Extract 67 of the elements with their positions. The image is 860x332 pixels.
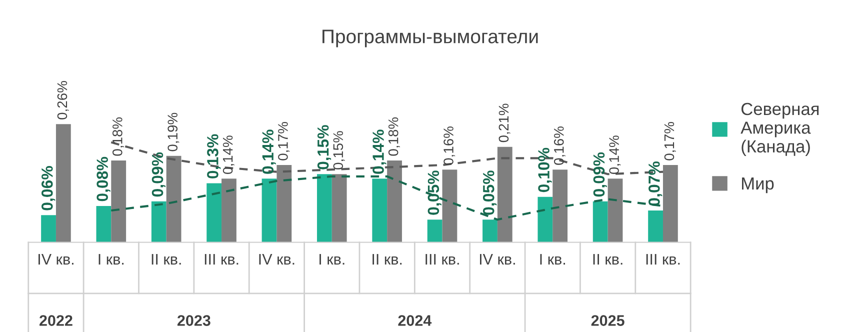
x-tick-label: IV кв. <box>259 254 294 265</box>
chart-title: Программы-вымогатели <box>322 30 538 48</box>
x-tick-label: IV кв. <box>38 254 74 265</box>
bar <box>372 178 388 242</box>
bar <box>316 174 332 242</box>
data-label: 0,14% <box>609 136 621 174</box>
data-label: 0,05% <box>482 170 497 215</box>
data-label: 0,14% <box>262 130 276 174</box>
data-label: 0,07% <box>648 161 662 206</box>
data-label: 0,16% <box>444 126 456 165</box>
data-label: 0,14% <box>372 130 386 174</box>
x-tick-label: II кв. <box>152 254 181 265</box>
bar <box>482 220 498 242</box>
bar <box>538 196 553 242</box>
data-label: 0,17% <box>278 122 290 160</box>
x-tick-label: III кв. <box>204 254 238 265</box>
data-label: 0,16% <box>554 126 566 165</box>
bar <box>648 210 663 242</box>
x-tick-label: III кв. <box>426 254 459 265</box>
data-label: 0,09% <box>593 152 607 197</box>
bar <box>56 124 71 242</box>
data-label: 0,18% <box>388 117 400 156</box>
data-label: 0,18% <box>112 117 124 156</box>
bar <box>222 178 236 242</box>
bar <box>387 160 402 242</box>
bar <box>332 174 347 242</box>
x-tick-label: II кв. <box>593 254 622 265</box>
data-label: 0,15% <box>317 125 332 170</box>
data-label: 0,08% <box>96 156 110 202</box>
bar <box>41 215 56 242</box>
x-tick-label: III кв. <box>646 254 680 265</box>
x-tick-label: II кв. <box>372 254 402 265</box>
x-tick-label: IV кв. <box>480 254 515 265</box>
x-tick-label: I кв. <box>320 254 344 265</box>
bar <box>276 165 292 242</box>
bar <box>262 178 277 242</box>
data-label: 0,06% <box>42 166 56 210</box>
legend-label: Северная Америка (Канада) <box>740 102 819 156</box>
x-tick-label: I кв. <box>98 254 124 265</box>
bar <box>166 156 182 242</box>
bar <box>608 178 623 242</box>
data-label: 0,19% <box>168 112 180 152</box>
bar <box>662 165 678 242</box>
data-label: 0,17% <box>664 122 676 160</box>
text: 2023 <box>177 315 210 326</box>
bar <box>427 220 442 242</box>
bar <box>552 170 568 242</box>
text: 2024 <box>398 315 432 326</box>
bar <box>151 201 166 242</box>
bar <box>592 201 608 242</box>
bar <box>206 183 222 242</box>
x-tick-label: I кв. <box>540 254 565 265</box>
data-label: 0,21% <box>498 104 510 142</box>
legend-label: Мир <box>742 178 774 194</box>
bar <box>497 146 512 242</box>
data-label: 0,10% <box>538 148 552 192</box>
data-label: 0,15% <box>333 131 345 170</box>
data-label: 0,05% <box>428 170 442 215</box>
data-label: 0,09% <box>152 152 166 197</box>
data-label: 0,13% <box>207 134 221 178</box>
bar <box>442 170 458 242</box>
bar <box>111 160 126 242</box>
bar <box>96 206 112 242</box>
data-label: 0,26% <box>57 81 69 120</box>
text: 2025 <box>591 315 624 326</box>
text: 2022 <box>40 315 72 326</box>
data-label: 0,14% <box>222 136 234 174</box>
